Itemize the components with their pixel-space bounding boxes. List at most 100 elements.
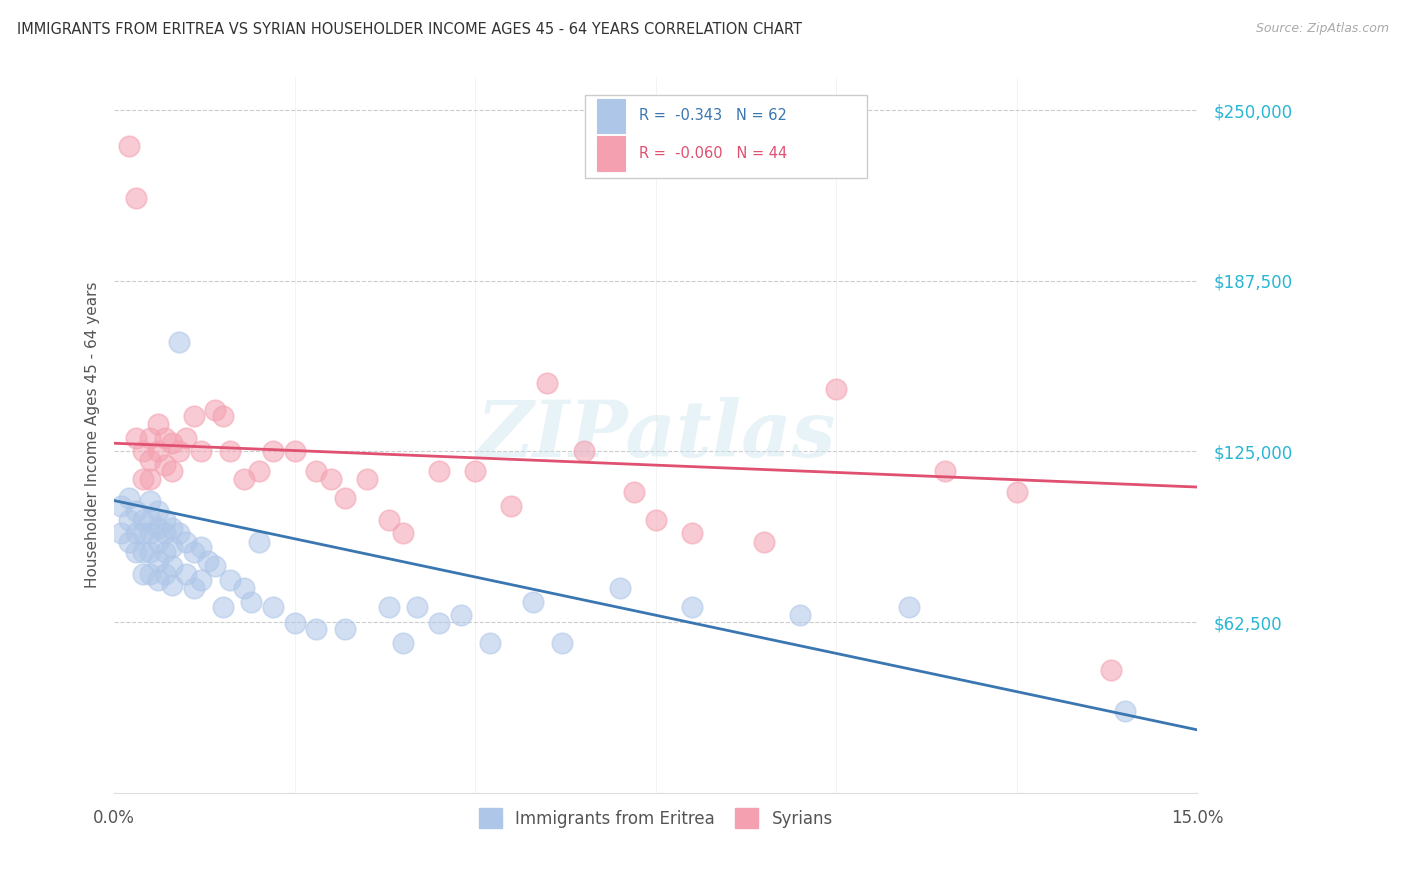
Point	[501, 499, 523, 513]
Point	[110, 499, 132, 513]
Point	[247, 534, 270, 549]
Point	[153, 458, 176, 472]
Point	[197, 553, 219, 567]
Point	[125, 431, 148, 445]
Point	[153, 526, 176, 541]
Point	[204, 559, 226, 574]
Point	[132, 444, 155, 458]
Point	[125, 190, 148, 204]
Point	[183, 409, 205, 423]
Point	[644, 513, 666, 527]
Point	[1099, 663, 1122, 677]
Point	[752, 534, 775, 549]
Point	[132, 567, 155, 582]
Point	[305, 622, 328, 636]
Point	[117, 138, 139, 153]
Point	[190, 444, 212, 458]
Point	[132, 545, 155, 559]
Point	[160, 521, 183, 535]
Point	[464, 464, 486, 478]
Point	[146, 553, 169, 567]
Point	[536, 376, 558, 391]
Point	[110, 526, 132, 541]
Point	[450, 608, 472, 623]
Point	[139, 545, 162, 559]
Point	[335, 491, 357, 505]
Point	[284, 616, 307, 631]
Point	[934, 464, 956, 478]
Point	[146, 417, 169, 431]
Point	[681, 526, 703, 541]
Point	[825, 382, 848, 396]
Point	[377, 600, 399, 615]
Point	[160, 464, 183, 478]
Legend: Immigrants from Eritrea, Syrians: Immigrants from Eritrea, Syrians	[472, 802, 839, 834]
Point	[146, 504, 169, 518]
Point	[153, 545, 176, 559]
Text: Source: ZipAtlas.com: Source: ZipAtlas.com	[1256, 22, 1389, 36]
Point	[167, 335, 190, 350]
Point	[789, 608, 811, 623]
Point	[153, 567, 176, 582]
Point	[897, 600, 920, 615]
Point	[392, 635, 415, 649]
Text: ZIPatlas: ZIPatlas	[477, 397, 835, 474]
Point	[356, 472, 378, 486]
Point	[377, 513, 399, 527]
Point	[551, 635, 574, 649]
Point	[218, 573, 240, 587]
Point	[392, 526, 415, 541]
Point	[139, 513, 162, 527]
Point	[183, 581, 205, 595]
Point	[1005, 485, 1028, 500]
Point	[262, 600, 284, 615]
Point	[681, 600, 703, 615]
Point	[190, 540, 212, 554]
Point	[146, 534, 169, 549]
Point	[139, 452, 162, 467]
Point	[176, 431, 198, 445]
Point	[427, 464, 450, 478]
Point	[478, 635, 501, 649]
Point	[125, 545, 148, 559]
Point	[218, 444, 240, 458]
Point	[240, 594, 263, 608]
Point	[233, 472, 256, 486]
Point	[427, 616, 450, 631]
Point	[211, 409, 233, 423]
Point	[247, 464, 270, 478]
Point	[609, 581, 631, 595]
Point	[146, 444, 169, 458]
Point	[211, 600, 233, 615]
Point	[139, 567, 162, 582]
Point	[204, 403, 226, 417]
Point	[139, 472, 162, 486]
Point	[117, 491, 139, 505]
Point	[160, 540, 183, 554]
Point	[117, 513, 139, 527]
Point	[623, 485, 645, 500]
Point	[160, 559, 183, 574]
Point	[406, 600, 429, 615]
Point	[1114, 704, 1136, 718]
Point	[153, 513, 176, 527]
Point	[132, 513, 155, 527]
Point	[305, 464, 328, 478]
Y-axis label: Householder Income Ages 45 - 64 years: Householder Income Ages 45 - 64 years	[86, 282, 100, 589]
Point	[139, 493, 162, 508]
Point	[183, 545, 205, 559]
Point	[284, 444, 307, 458]
Point	[262, 444, 284, 458]
Point	[319, 472, 342, 486]
Point	[117, 534, 139, 549]
Point	[176, 567, 198, 582]
Point	[233, 581, 256, 595]
Point	[153, 431, 176, 445]
Point	[522, 594, 544, 608]
Point	[167, 444, 190, 458]
Point	[125, 526, 148, 541]
Text: IMMIGRANTS FROM ERITREA VS SYRIAN HOUSEHOLDER INCOME AGES 45 - 64 YEARS CORRELAT: IMMIGRANTS FROM ERITREA VS SYRIAN HOUSEH…	[17, 22, 801, 37]
Point	[139, 431, 162, 445]
Point	[132, 526, 155, 541]
Point	[146, 573, 169, 587]
